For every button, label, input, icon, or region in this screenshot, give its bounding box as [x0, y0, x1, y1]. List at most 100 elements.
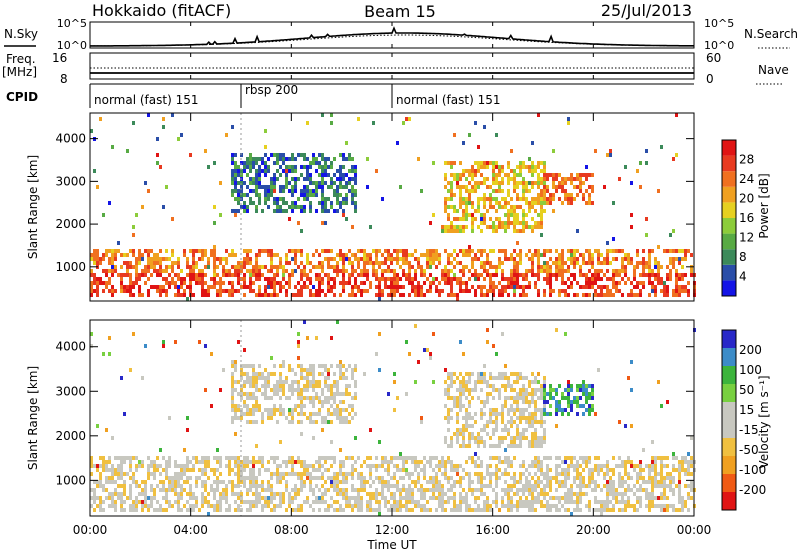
heatmap-cell [531, 205, 534, 209]
heatmap-cell [591, 189, 594, 193]
heatmap-cell [300, 269, 303, 273]
heatmap-cell [210, 253, 213, 257]
heatmap-cell [402, 456, 405, 460]
heatmap-cell [192, 277, 195, 281]
heatmap-cell [243, 261, 246, 265]
heatmap-cell [621, 480, 624, 484]
heatmap-cell [318, 185, 321, 189]
heatmap-cell [471, 185, 474, 189]
heatmap-cell [264, 368, 267, 372]
heatmap-cell [288, 408, 291, 412]
heatmap-cell [570, 261, 573, 265]
heatmap-cell [672, 464, 675, 468]
heatmap-cell [534, 221, 537, 225]
heatmap-cell [381, 253, 384, 257]
heatmap-cell [351, 285, 354, 289]
heatmap-cell [420, 265, 423, 269]
heatmap-cell [318, 201, 321, 205]
heatmap-cell [477, 257, 480, 261]
heatmap-cell [249, 508, 252, 512]
heatmap-cell [156, 508, 159, 512]
heatmap-cell [192, 456, 195, 460]
heatmap-cell [351, 225, 354, 229]
heatmap-cell [195, 249, 198, 253]
heatmap-cell [624, 500, 627, 504]
heatmap-cell [651, 289, 654, 293]
heatmap-cell [567, 508, 570, 512]
heatmap-cell [564, 193, 567, 197]
heatmap-cell [240, 492, 243, 496]
heatmap-cell [639, 161, 642, 165]
heatmap-cell [237, 189, 240, 193]
heatmap-cell [204, 456, 207, 460]
heatmap-cell [672, 504, 675, 508]
heatmap-cell [624, 253, 627, 257]
heatmap-cell [465, 177, 468, 181]
heatmap-cell [249, 181, 252, 185]
heatmap-cell [468, 488, 471, 492]
heatmap-cell [183, 468, 186, 472]
heatmap-cell [351, 197, 354, 201]
heatmap-cell [132, 480, 135, 484]
heatmap-cell [231, 273, 234, 277]
heatmap-cell [522, 285, 525, 289]
heatmap-cell [510, 149, 513, 153]
heatmap-cell [612, 277, 615, 281]
heatmap-cell [309, 277, 312, 281]
heatmap-cell [318, 265, 321, 269]
heatmap-cell [318, 181, 321, 185]
heatmap-cell [306, 372, 309, 376]
heatmap-cell [393, 285, 396, 289]
heatmap-cell [420, 289, 423, 293]
heatmap-cell [165, 492, 168, 496]
heatmap-cell [576, 185, 579, 189]
heatmap-cell [234, 165, 237, 169]
heatmap-cell [303, 468, 306, 472]
heatmap-cell [309, 464, 312, 468]
heatmap-cell [498, 181, 501, 185]
heatmap-cell [531, 440, 534, 444]
heatmap-cell [519, 476, 522, 480]
heatmap-cell [204, 281, 207, 285]
heatmap-cell [363, 257, 366, 261]
heatmap-cell [324, 157, 327, 161]
heatmap-cell [573, 177, 576, 181]
heatmap-cell [219, 181, 222, 185]
heatmap-cell [159, 504, 162, 508]
heatmap-cell [93, 508, 96, 512]
heatmap-cell [207, 460, 210, 464]
heatmap-cell [303, 384, 306, 388]
heatmap-cell [279, 372, 282, 376]
heatmap-cell [486, 508, 489, 512]
heatmap-cell [252, 456, 255, 460]
heatmap-cell [264, 153, 267, 157]
heatmap-cell [339, 400, 342, 404]
heatmap-cell [648, 253, 651, 257]
heatmap-cell [456, 209, 459, 213]
heatmap-cell [228, 269, 231, 273]
heatmap-cell [537, 265, 540, 269]
heatmap-cell [129, 285, 132, 289]
heatmap-cell [165, 185, 168, 189]
heatmap-cell [429, 356, 432, 360]
heatmap-cell [444, 380, 447, 384]
heatmap-cell [174, 472, 177, 476]
heatmap-cell [678, 500, 681, 504]
heatmap-cell [252, 157, 255, 161]
heatmap-cell [330, 289, 333, 293]
heatmap-cell [279, 173, 282, 177]
heatmap-cell [342, 372, 345, 376]
heatmap-cell [249, 420, 252, 424]
heatmap-cell [648, 293, 651, 297]
heatmap-cell [522, 408, 525, 412]
heatmap-cell [465, 217, 468, 221]
heatmap-cell [666, 456, 669, 460]
heatmap-cell [294, 269, 297, 273]
heatmap-cell [498, 508, 501, 512]
heatmap-cell [207, 456, 210, 460]
heatmap-cell [660, 277, 663, 281]
heatmap-cell [486, 253, 489, 257]
heatmap-cell [501, 169, 504, 173]
heatmap-cell [132, 225, 135, 229]
heatmap-cell [492, 161, 495, 165]
